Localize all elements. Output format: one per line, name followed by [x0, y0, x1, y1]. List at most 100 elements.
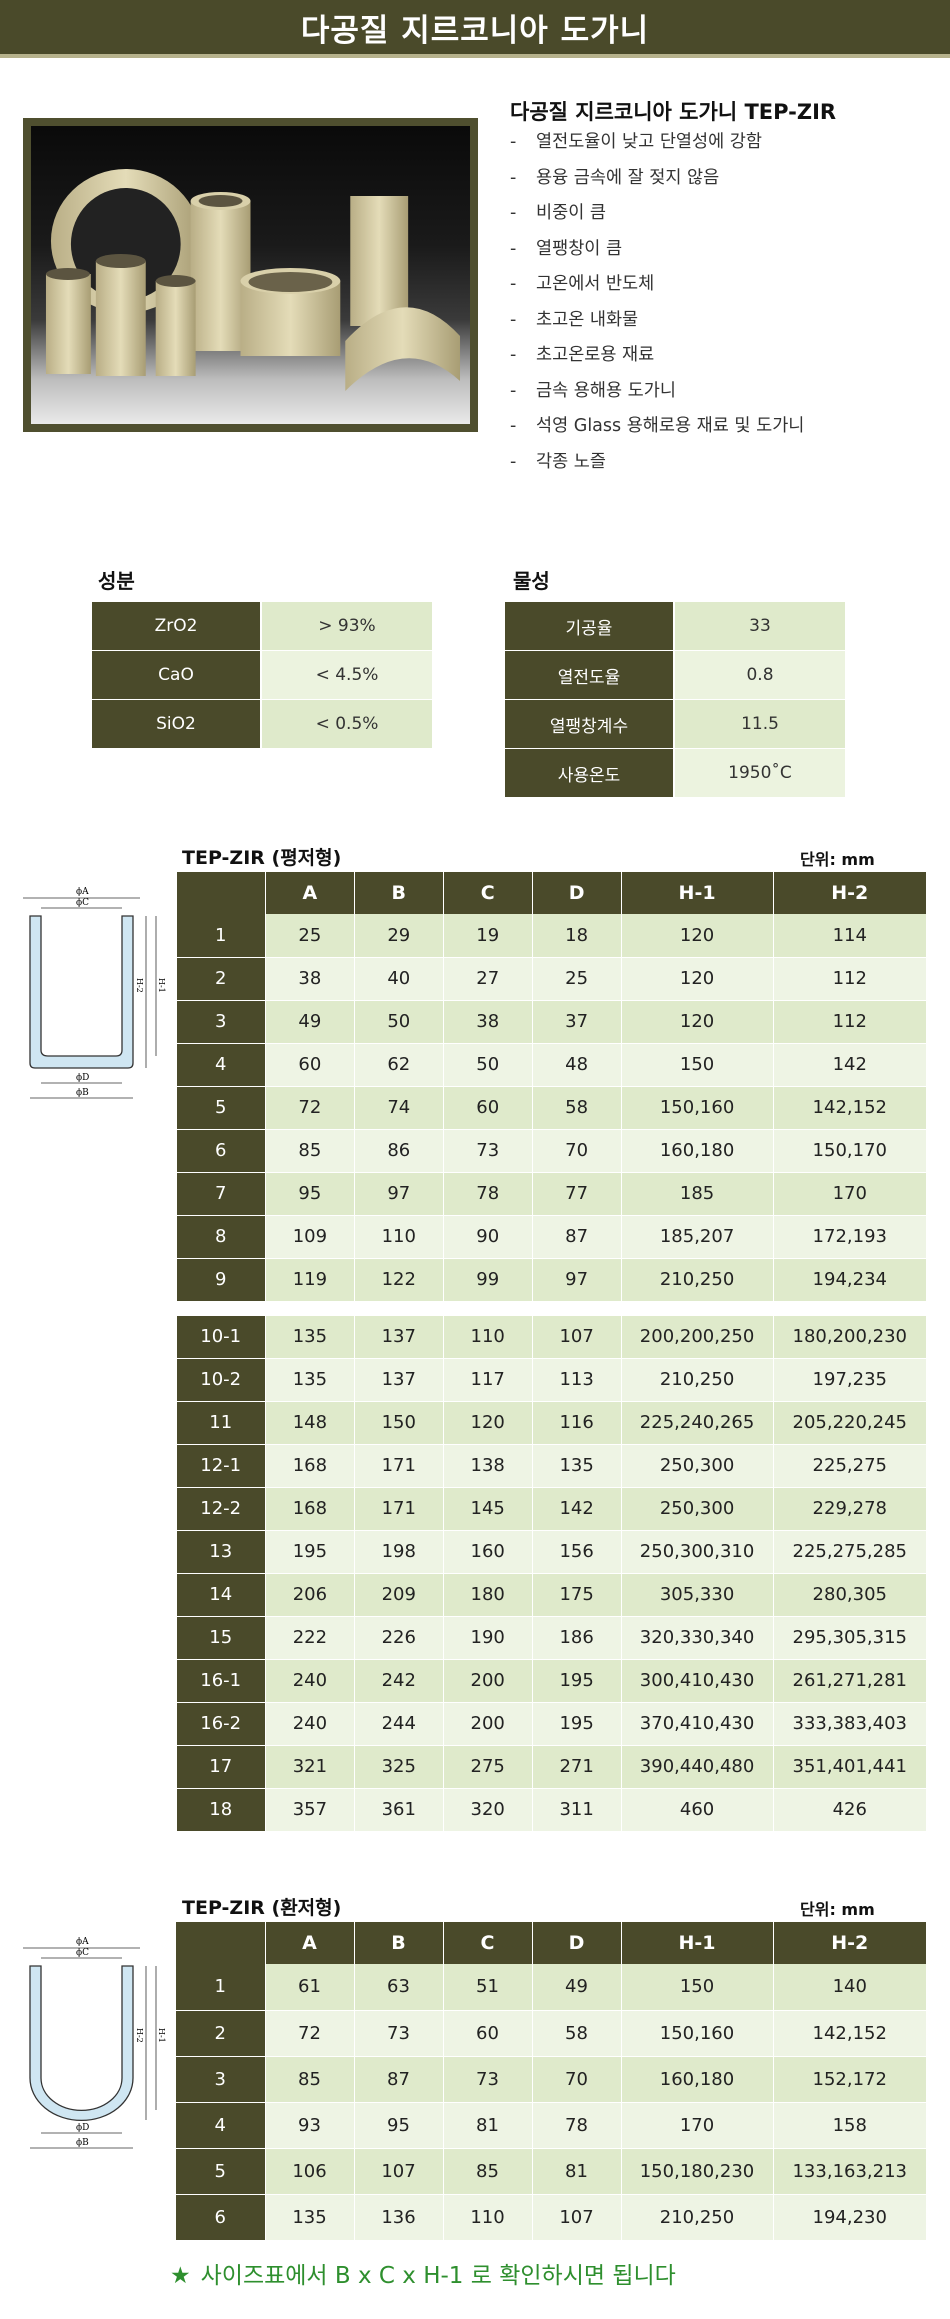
composition-key: ZrO2	[92, 602, 262, 651]
crucible-photo-illustration	[45, 169, 461, 391]
table-cell: 99	[442, 1258, 533, 1302]
table-cell: 185	[620, 1172, 774, 1216]
dim-label-a: ϕA	[76, 887, 89, 897]
table-cell: 370,410,430	[620, 1702, 774, 1746]
table-cell: 190	[442, 1616, 533, 1660]
table-cell: 244	[353, 1702, 444, 1746]
table-cell: 142,152	[772, 1086, 926, 1130]
table-gap	[176, 1301, 926, 1316]
table-cell: 120	[442, 1401, 533, 1445]
table-cell: 60	[442, 1086, 533, 1130]
dim-label-c: ϕC	[76, 1948, 89, 1958]
row-number: 7	[176, 1172, 266, 1216]
table-cell: 37	[531, 1000, 622, 1044]
table-cell: 171	[353, 1487, 444, 1531]
row-number: 18	[176, 1788, 266, 1832]
row-number: 1	[176, 1964, 265, 2011]
table-cell: 70	[531, 1129, 622, 1173]
table-row: 17 321 325 275 271 390,440,480 351,401,441	[176, 1745, 926, 1789]
table-cell: 70	[531, 2056, 621, 2103]
table-header-row: A B C D H-1 H-2	[176, 1922, 926, 1964]
table-cell: 117	[442, 1358, 533, 1402]
table-cell: 195	[531, 1659, 622, 1703]
table-row: SiO2 < 0.5%	[92, 700, 432, 749]
row-number: 13	[176, 1530, 266, 1574]
size-note: ★ 사이즈표에서 B x C x H-1 로 확인하시면 됩니다	[170, 2256, 676, 2290]
table-cell: 112	[772, 1000, 926, 1044]
table-cell: 142	[531, 1487, 622, 1531]
table-cell: 135	[264, 2194, 354, 2241]
table-cell: 112	[772, 957, 926, 1001]
table-cell: 74	[353, 1086, 444, 1130]
table-gap-cell	[176, 1301, 926, 1316]
dim-label-h1: H-1	[157, 2028, 166, 2043]
table-cell: 110	[442, 1315, 533, 1359]
table-cell: 171	[353, 1444, 444, 1488]
table-cell: 85	[264, 1129, 355, 1173]
table-cell: 320,330,340	[620, 1616, 774, 1660]
table-cell: 240	[264, 1702, 355, 1746]
table-cell: 135	[264, 1315, 355, 1359]
table-cell: 158	[772, 2102, 926, 2149]
round-table-title: TEP-ZIR (환저형)	[182, 1897, 342, 1919]
table-cell: 78	[442, 1172, 533, 1216]
table-cell: 210,250	[620, 2194, 773, 2241]
table-cell: 90	[442, 1215, 533, 1259]
table-cell: 72	[264, 2010, 354, 2057]
table-cell: 40	[353, 957, 444, 1001]
composition-table: ZrO2 > 93% CaO < 4.5% SiO2 < 0.5%	[92, 602, 432, 749]
table-cell: 180,200,230	[772, 1315, 926, 1359]
row-number: 3	[176, 1000, 266, 1044]
table-cell: 137	[353, 1315, 444, 1359]
column-header: H-1	[620, 1922, 773, 1964]
table-row: 14 206 209 180 175 305,330 280,305	[176, 1573, 926, 1617]
table-cell: 49	[264, 1000, 355, 1044]
row-number: 4	[176, 2102, 265, 2149]
table-cell: 93	[264, 2102, 354, 2149]
flat-crucible-diagram: ϕA ϕC ϕD ϕB H-2 H-1	[23, 887, 166, 1099]
dim-label-d: ϕD	[76, 2123, 89, 2133]
feature-item: 비중이 큼	[510, 201, 804, 237]
table-cell: 150,170	[772, 1129, 926, 1173]
row-number: 10-2	[176, 1358, 266, 1402]
table-row: 4 93 95 81 78 170 158	[176, 2102, 926, 2149]
table-cell: 109	[264, 1215, 355, 1259]
row-number: 5	[176, 1086, 266, 1130]
properties-table: 기공율 33 열전도율 0.8 열팽창계수 11.5 사용온도 1950˚C	[505, 602, 845, 798]
table-cell: 18	[531, 914, 622, 958]
feature-list: 열전도율이 낮고 단열성에 강함 용융 금속에 잘 젖지 않음 비중이 큼 열팽…	[510, 130, 804, 485]
table-row: 1 61 63 51 49 150 140	[176, 1964, 926, 2011]
table-cell: 122	[353, 1258, 444, 1302]
table-cell: 295,305,315	[772, 1616, 926, 1660]
feature-item: 각종 노즐	[510, 450, 804, 486]
page-header: 다공질 지르코니아 도가니	[0, 0, 950, 58]
table-row: 11 148 150 120 116 225,240,265 205,220,245	[176, 1401, 926, 1445]
table-row: 사용온도 1950˚C	[505, 749, 845, 798]
feature-item: 초고온 내화물	[510, 308, 804, 344]
table-cell: 86	[353, 1129, 444, 1173]
property-value: 1950˚C	[675, 749, 845, 798]
table-cell: 280,305	[772, 1573, 926, 1617]
property-value: 0.8	[675, 651, 845, 700]
table-cell: 51	[442, 1964, 532, 2011]
property-key: 사용온도	[505, 749, 675, 798]
table-cell: 150,160	[620, 2010, 773, 2057]
row-number: 11	[176, 1401, 266, 1445]
table-cell: 85	[442, 2148, 532, 2195]
table-cell: 197,235	[772, 1358, 926, 1402]
table-row: 기공율 33	[505, 602, 845, 651]
table-row: 2 72 73 60 58 150,160 142,152	[176, 2010, 926, 2057]
table-cell: 120	[620, 1000, 774, 1044]
table-cell: 210,250	[620, 1258, 774, 1302]
table-row: 12-2 168 171 145 142 250,300 229,278	[176, 1487, 926, 1531]
table-cell: 205,220,245	[772, 1401, 926, 1445]
composition-value: < 0.5%	[262, 700, 432, 749]
table-cell: 73	[442, 2056, 532, 2103]
column-header: B	[353, 1922, 443, 1964]
size-note-text: 사이즈표에서 B x C x H-1 로 확인하시면 됩니다	[200, 2263, 676, 2289]
feature-item: 열팽창이 큼	[510, 237, 804, 273]
table-cell: 62	[353, 1043, 444, 1087]
table-row: 5 72 74 60 58 150,160 142,152	[176, 1086, 926, 1130]
table-cell: 138	[442, 1444, 533, 1488]
table-cell: 170	[772, 1172, 926, 1216]
